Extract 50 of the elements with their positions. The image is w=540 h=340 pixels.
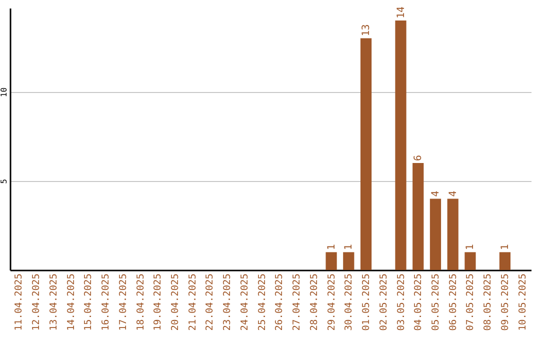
x-tick-label: 14.04.2025 (66, 274, 77, 331)
x-tick-label: 02.05.2025 (378, 274, 390, 331)
x-tick-label: 07.05.2025 (465, 274, 476, 331)
x-tick-label: 10.05.2025 (517, 274, 528, 331)
x-tick-label: 24.04.2025 (239, 274, 250, 331)
bar (343, 252, 354, 270)
data-label: 1 (326, 244, 338, 250)
y-tick-label: 5 (0, 178, 8, 184)
x-tick-label: 04.05.2025 (413, 274, 424, 331)
data-label: 13 (361, 24, 372, 36)
x-tick-label: 29.04.2025 (326, 274, 338, 331)
x-tick-label: 01.05.2025 (361, 274, 372, 331)
data-label: 4 (430, 190, 442, 197)
x-tick-label: 28.04.2025 (308, 274, 320, 331)
x-tick-label: 03.05.2025 (396, 274, 407, 331)
data-label: 6 (413, 155, 424, 162)
bar (412, 163, 424, 270)
x-tick-label: 26.04.2025 (274, 274, 286, 331)
bar (326, 252, 337, 270)
x-tick-label: 30.04.2025 (344, 274, 355, 331)
x-tick-label: 11.04.2025 (14, 274, 25, 331)
x-tick-label: 13.04.2025 (48, 274, 60, 331)
x-tick-label: 06.05.2025 (448, 274, 459, 331)
x-tick-label: 12.04.2025 (31, 274, 42, 331)
x-tick-label: 21.04.2025 (187, 274, 198, 331)
x-tick-label: 15.04.2025 (83, 274, 94, 331)
data-label: 14 (396, 6, 407, 18)
bar (430, 198, 442, 270)
x-tick-label: 23.04.2025 (222, 274, 234, 331)
data-label: 1 (500, 244, 511, 250)
x-tick-label: 09.05.2025 (500, 274, 511, 331)
x-tick-label: 17.04.2025 (118, 274, 129, 331)
data-label: 4 (448, 190, 459, 197)
bar (360, 38, 372, 270)
x-tick-label: 25.04.2025 (256, 274, 268, 331)
x-tick-label: 18.04.2025 (135, 274, 146, 331)
x-tick-label: 22.04.2025 (204, 274, 216, 331)
x-tick-label: 08.05.2025 (482, 274, 494, 331)
x-tick-label: 20.04.2025 (170, 274, 181, 331)
data-label: 1 (465, 244, 476, 250)
bar (447, 198, 458, 270)
bar (395, 20, 406, 270)
x-tick-label: 27.04.2025 (292, 274, 303, 331)
x-tick-label: 05.05.2025 (430, 274, 442, 331)
bar (464, 252, 476, 270)
x-tick-label: 16.04.2025 (100, 274, 112, 331)
x-tick-label: 19.04.2025 (152, 274, 164, 331)
data-label: 1 (344, 244, 355, 250)
y-tick-label: 10 (0, 87, 8, 98)
bar (499, 252, 511, 270)
